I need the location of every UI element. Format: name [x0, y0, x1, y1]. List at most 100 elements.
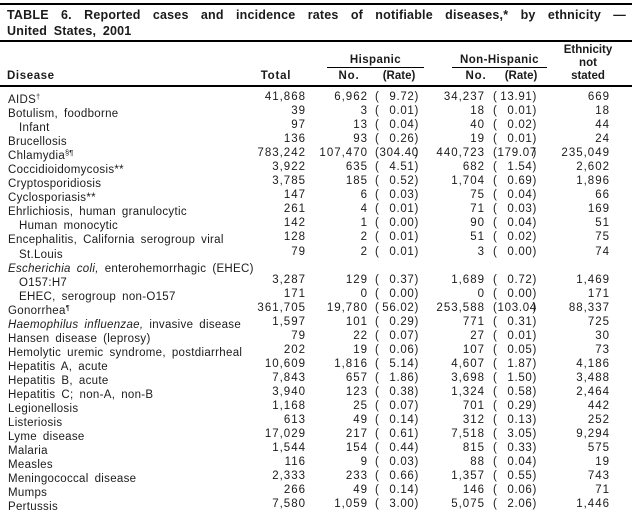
- total-cell: 3,785: [272, 175, 306, 188]
- table-row: Meningococcal disease 2,333 233 (0.66) 1…: [0, 469, 632, 486]
- ethnicity-word: stated: [571, 69, 605, 82]
- non-hispanic-no-cell: 440,723: [436, 147, 485, 160]
- total-cell: 1,597: [272, 315, 306, 328]
- hispanic-no-cell: 657: [345, 371, 368, 384]
- hispanic-rate-cell: (0.14): [375, 484, 420, 497]
- ethnicity-not-stated-cell: 24: [595, 133, 610, 146]
- disease-cell: Escherichia coli, enterohemorrhagic (EHE…: [8, 259, 254, 276]
- hispanic-no-cell: 1: [360, 217, 368, 230]
- non-hispanic-no-cell: 3,698: [451, 371, 485, 384]
- table-row: Infant 97 13 (0.04) 40 (0.02) 44: [0, 118, 632, 135]
- disease-cell: Hepatitis A, acute: [8, 357, 108, 374]
- table-row: St.Louis 79 2 (0.01) 3 (0.00) 74: [0, 245, 632, 262]
- disease-cell: Listeriosis: [8, 413, 62, 430]
- hispanic-rate-cell: (0.03): [375, 456, 420, 469]
- non-hispanic-no-cell: 40: [470, 119, 485, 132]
- disease-cell: Ehrlichiosis, human granulocytic: [8, 202, 187, 219]
- non-hispanic-no-cell: 4,607: [451, 357, 485, 370]
- ethnicity-not-stated-cell: 1,446: [576, 498, 610, 511]
- non-hispanic-no-cell: 107: [462, 343, 485, 356]
- hispanic-rate-cell: (0.66): [375, 470, 420, 483]
- hispanic-no-cell: 19: [353, 343, 368, 356]
- non-hispanic-no-cell: 1,689: [451, 273, 485, 286]
- disease-name: Human monocytic: [19, 220, 119, 233]
- disease-name: invasive disease: [143, 318, 242, 331]
- total-cell: 3,922: [272, 161, 306, 174]
- table-row: Cryptosporidiosis 3,785 185 (0.52) 1,704…: [0, 174, 632, 190]
- hispanic-rate-cell: (4.51): [375, 161, 420, 174]
- hispanic-rate-cell: (0.29): [375, 315, 420, 328]
- non-hispanic-rate-cell: (0.69): [493, 175, 538, 188]
- non-hispanic-rate-cell: (103.04): [493, 301, 538, 314]
- total-cell: 613: [283, 414, 306, 427]
- total-cell: 361,705: [257, 301, 306, 314]
- total-cell: 2,333: [272, 470, 306, 483]
- non-hispanic-rate-cell: (0.06): [493, 484, 538, 497]
- disease-cell: Botulism, foodborne: [8, 104, 118, 121]
- top-rule: [0, 3, 632, 5]
- hispanic-rate-cell: (5.14): [375, 357, 420, 370]
- total-cell: 1,544: [272, 442, 306, 455]
- table-row: Hepatitis A, acute 10,609 1,816 (5.14) 4…: [0, 357, 632, 374]
- disease-cell: Human monocytic: [19, 216, 118, 233]
- hispanic-rate-cell: (0.37): [375, 273, 420, 286]
- table-row: Haemophilus influenzae, invasive disease…: [0, 315, 632, 331]
- disease-name: Mumps: [8, 487, 48, 500]
- hispanic-rate-cell: (304.40): [375, 147, 420, 160]
- non-hispanic-no-cell: 51: [470, 231, 485, 244]
- footnote-marker: §¶: [65, 148, 74, 158]
- disease-name: Hemolytic uremic syndrome, postdiarrheal: [8, 346, 243, 359]
- disease-cell: Meningococcal disease: [8, 469, 136, 486]
- disease-cell: St.Louis: [19, 245, 63, 262]
- non-hispanic-rate-cell: (0.02): [493, 231, 538, 244]
- total-cell: 202: [283, 343, 306, 356]
- hispanic-no-cell: 123: [345, 385, 368, 398]
- hispanic-no-cell: 4: [360, 203, 368, 216]
- non-hispanic-rate-cell: (0.01): [493, 329, 538, 342]
- column-header-total: Total: [260, 70, 292, 82]
- non-hispanic-no-cell: 682: [462, 161, 485, 174]
- disease-cell: EHEC, serogroup non-O157: [19, 287, 176, 304]
- non-hispanic-rate-cell: (179.07): [493, 147, 538, 160]
- table-title-line1: TABLE 6. Reported cases and incidence ra…: [7, 8, 626, 22]
- non-hispanic-no-cell: 5,075: [451, 498, 485, 511]
- disease-name: Coccidioidomycosis**: [8, 164, 124, 177]
- table-row: AIDS† 41,868 6,962 (9.72) 34,237 (13.91)…: [0, 90, 632, 106]
- ethnicity-not-stated-cell: 51: [595, 217, 610, 230]
- hispanic-rate-cell: (0.06): [375, 343, 420, 356]
- ethnicity-not-stated-cell: 669: [587, 91, 610, 103]
- hispanic-no-cell: 233: [345, 470, 368, 483]
- ethnicity-word: Ethnicity: [563, 44, 613, 56]
- non-hispanic-rate-cell: (0.13): [493, 414, 538, 427]
- disease-name: Cyclosporiasis**: [8, 192, 96, 205]
- hispanic-rate-cell: (1.86): [375, 371, 420, 384]
- hispanic-no-cell: 19,780: [326, 301, 368, 314]
- total-cell: 7,843: [272, 371, 306, 384]
- non-hispanic-no-cell: 3: [477, 245, 485, 258]
- disease-cell: Malaria: [8, 441, 48, 458]
- non-hispanic-rate-cell: (0.72): [493, 273, 538, 286]
- disease-cell: Infant: [19, 118, 50, 135]
- non-hispanic-no-cell: 88: [470, 456, 485, 469]
- non-hispanic-no-cell: 1,704: [451, 175, 485, 188]
- ethnicity-not-stated-cell: 66: [595, 189, 610, 202]
- ethnicity-not-stated-cell: 2,464: [576, 385, 610, 398]
- ethnicity-not-stated-cell: 743: [587, 470, 610, 483]
- non-hispanic-no-cell: 701: [462, 400, 485, 413]
- hispanic-rate-cell: (0.01): [375, 105, 420, 118]
- non-hispanic-no-cell: 815: [462, 442, 485, 455]
- hispanic-no-cell: 49: [353, 484, 368, 497]
- table-row: Cyclosporiasis** 147 6 (0.03) 75 (0.04) …: [0, 188, 632, 205]
- table-row: Gonorrhea¶ 361,705 19,780 (56.02) 253,58…: [0, 301, 632, 317]
- hispanic-rate-cell: (0.52): [375, 175, 420, 188]
- ethnicity-word: not: [579, 56, 597, 69]
- non-hispanic-no-cell: 1,324: [451, 385, 485, 398]
- table-row: Listeriosis 613 49 (0.14) 312 (0.13) 252: [0, 413, 632, 430]
- non-hispanic-rate-cell: (3.05): [493, 428, 538, 441]
- table-row: Hansen disease (leprosy) 79 22 (0.07) 27…: [0, 329, 632, 345]
- non-hispanic-rate-cell: (0.01): [493, 105, 538, 118]
- total-cell: 3,940: [272, 385, 306, 398]
- total-cell: 142: [283, 217, 306, 230]
- ethnicity-not-stated-cell: 235,049: [561, 147, 610, 160]
- non-hispanic-rate-cell: (0.02): [493, 119, 538, 132]
